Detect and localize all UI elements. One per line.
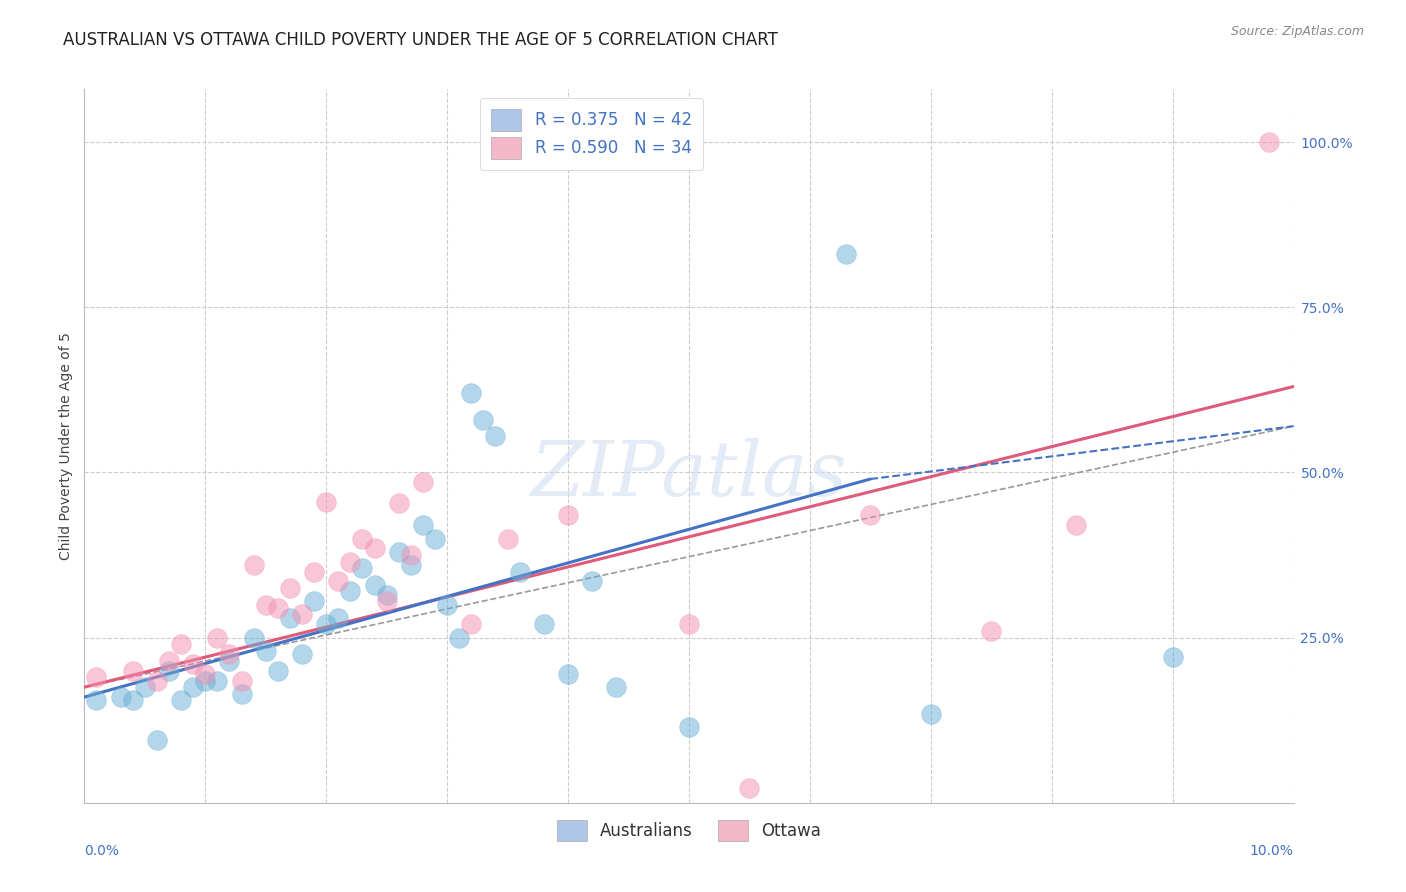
Point	[363, 578, 385, 592]
Point	[605, 680, 627, 694]
Point	[375, 588, 398, 602]
Point	[533, 617, 555, 632]
Point	[302, 565, 325, 579]
Point	[146, 733, 169, 747]
Point	[436, 598, 458, 612]
Legend: Australians, Ottawa: Australians, Ottawa	[550, 814, 828, 848]
Text: Source: ZipAtlas.com: Source: ZipAtlas.com	[1230, 25, 1364, 38]
Point	[181, 680, 204, 694]
Point	[254, 598, 277, 612]
Text: 0.0%: 0.0%	[84, 845, 120, 858]
Point	[181, 657, 204, 671]
Point	[339, 584, 361, 599]
Point	[328, 574, 350, 589]
Text: 10.0%: 10.0%	[1250, 845, 1294, 858]
Point	[328, 611, 350, 625]
Point	[218, 654, 240, 668]
Point	[388, 545, 411, 559]
Point	[315, 495, 337, 509]
Point	[412, 475, 434, 490]
Point	[267, 600, 290, 615]
Point	[472, 412, 495, 426]
Y-axis label: Child Poverty Under the Age of 5: Child Poverty Under the Age of 5	[59, 332, 73, 560]
Point	[242, 631, 264, 645]
Point	[157, 664, 180, 678]
Point	[363, 541, 385, 556]
Point	[278, 581, 301, 595]
Point	[291, 647, 314, 661]
Point	[460, 386, 482, 401]
Point	[291, 607, 314, 622]
Point	[920, 706, 942, 721]
Point	[278, 611, 301, 625]
Point	[86, 693, 108, 707]
Point	[194, 667, 217, 681]
Point	[835, 247, 858, 261]
Point	[207, 673, 229, 688]
Point	[399, 558, 422, 572]
Point	[375, 594, 398, 608]
Point	[339, 555, 361, 569]
Point	[412, 518, 434, 533]
Point	[254, 644, 277, 658]
Point	[859, 508, 882, 523]
Point	[1161, 650, 1184, 665]
Point	[484, 429, 506, 443]
Point	[557, 667, 579, 681]
Point	[496, 532, 519, 546]
Point	[194, 673, 217, 688]
Point	[352, 532, 374, 546]
Point	[231, 687, 253, 701]
Point	[170, 637, 193, 651]
Text: AUSTRALIAN VS OTTAWA CHILD POVERTY UNDER THE AGE OF 5 CORRELATION CHART: AUSTRALIAN VS OTTAWA CHILD POVERTY UNDER…	[63, 31, 778, 49]
Point	[1064, 518, 1087, 533]
Point	[121, 664, 143, 678]
Point	[509, 565, 531, 579]
Point	[581, 574, 603, 589]
Point	[738, 781, 761, 796]
Point	[231, 673, 253, 688]
Point	[207, 631, 229, 645]
Point	[242, 558, 264, 572]
Point	[170, 693, 193, 707]
Point	[1258, 135, 1281, 149]
Point	[423, 532, 446, 546]
Point	[557, 508, 579, 523]
Point	[980, 624, 1002, 638]
Point	[678, 720, 700, 734]
Point	[267, 664, 290, 678]
Point	[146, 673, 169, 688]
Point	[460, 617, 482, 632]
Point	[678, 617, 700, 632]
Text: ZIPatlas: ZIPatlas	[530, 438, 848, 511]
Point	[352, 561, 374, 575]
Point	[388, 496, 411, 510]
Point	[110, 690, 132, 704]
Point	[157, 654, 180, 668]
Point	[315, 617, 337, 632]
Point	[302, 594, 325, 608]
Point	[399, 548, 422, 562]
Point	[218, 647, 240, 661]
Point	[86, 670, 108, 684]
Point	[134, 680, 156, 694]
Point	[449, 631, 471, 645]
Point	[121, 693, 143, 707]
